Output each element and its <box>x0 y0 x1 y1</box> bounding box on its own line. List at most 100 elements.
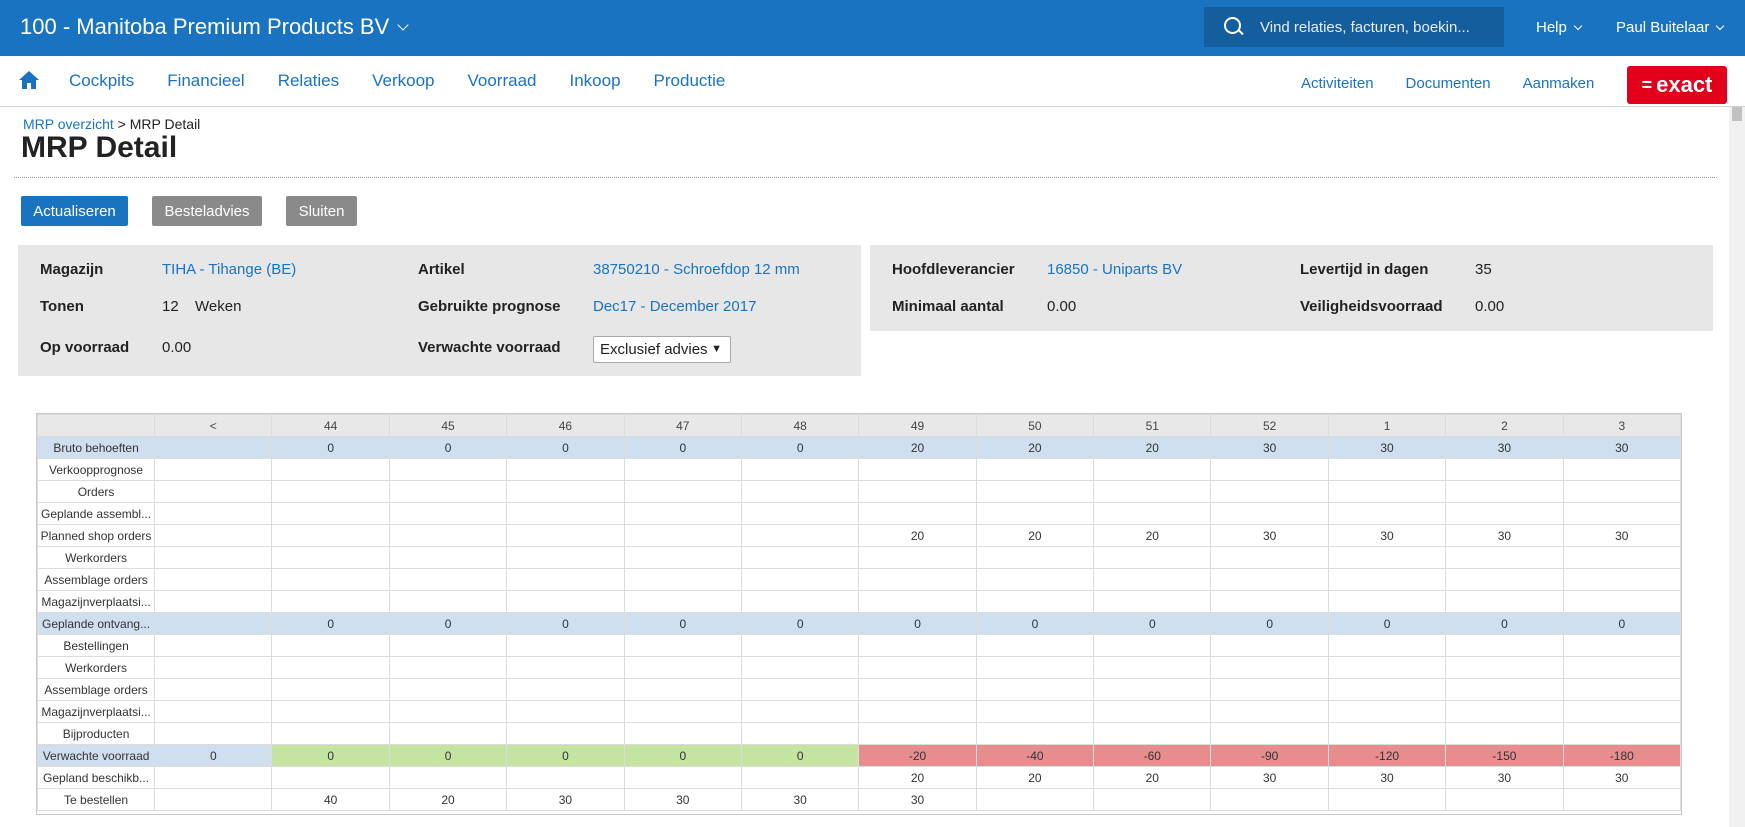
mrp-cell <box>388 480 508 503</box>
search-input[interactable] <box>1260 18 1490 36</box>
mrp-cell[interactable]: 20 <box>975 436 1095 459</box>
mrp-cell[interactable]: 20 <box>858 436 977 459</box>
nav-item-financieel[interactable]: Financieel <box>167 71 245 90</box>
mrp-cell <box>740 700 860 723</box>
mrp-cell[interactable]: -60 <box>1093 744 1212 767</box>
page-scrollbar[interactable] <box>1729 107 1745 827</box>
nav-item-productie[interactable]: Productie <box>653 71 726 90</box>
user-menu[interactable]: Paul Buitelaar <box>1616 19 1725 36</box>
mrp-cell[interactable]: 20 <box>1093 524 1212 547</box>
mrp-cell[interactable]: 30 <box>1327 524 1447 547</box>
supplier-info-panel: Hoofdleverancier 16850 - Uniparts BV Lev… <box>870 245 1713 331</box>
mrp-cell <box>740 590 860 613</box>
scrollbar-thumb[interactable] <box>1732 107 1742 121</box>
mrp-cell[interactable]: 0 <box>1445 612 1564 635</box>
nav-item-cockpits[interactable]: Cockpits <box>69 71 135 90</box>
mrp-cell[interactable]: 30 <box>1327 436 1447 459</box>
nav-item-inkoop[interactable]: Inkoop <box>569 71 621 90</box>
prognose-link[interactable]: Dec17 - December 2017 <box>593 298 757 315</box>
mrp-cell[interactable]: 0 <box>388 744 508 767</box>
nav-item-relaties[interactable]: Relaties <box>277 71 340 90</box>
nav-item-aanmaken[interactable]: Aanmaken <box>1522 75 1595 92</box>
mrp-cell[interactable]: 20 <box>388 788 508 811</box>
mrp-cell[interactable]: 0 <box>1327 612 1447 635</box>
mrp-cell[interactable]: -90 <box>1210 744 1329 767</box>
mrp-cell[interactable]: 0 <box>740 612 860 635</box>
mrp-cell[interactable]: 40 <box>271 788 390 811</box>
mrp-cell[interactable]: 0 <box>858 612 977 635</box>
mrp-cell[interactable]: 0 <box>975 612 1095 635</box>
mrp-cell[interactable]: 0 <box>1210 612 1329 635</box>
nav-item-voorraad[interactable]: Voorraad <box>467 71 537 90</box>
mrp-cell[interactable]: 20 <box>975 524 1095 547</box>
hoofdleverancier-link[interactable]: 16850 - Uniparts BV <box>1047 261 1183 278</box>
besteladvies-button[interactable]: Besteladvies <box>152 196 262 226</box>
artikel-link[interactable]: 38750210 - Schroefdop 12 mm <box>593 261 800 278</box>
mrp-cell[interactable]: -40 <box>975 744 1095 767</box>
mrp-cell[interactable]: 20 <box>975 766 1095 789</box>
period-previous-header[interactable]: < <box>154 414 273 437</box>
mrp-cell[interactable]: 20 <box>1093 766 1212 789</box>
mrp-cell[interactable]: 30 <box>1445 436 1564 459</box>
mrp-cell[interactable]: 30 <box>623 788 742 811</box>
mrp-cell[interactable]: 30 <box>1210 766 1329 789</box>
mrp-cell[interactable]: 0 <box>506 436 625 459</box>
week-header: 46 <box>506 414 625 437</box>
mrp-cell[interactable]: 0 <box>623 744 742 767</box>
mrp-cell[interactable]: 30 <box>1445 524 1564 547</box>
exact-logo: = exact <box>1627 66 1727 104</box>
mrp-cell[interactable]: 0 <box>271 744 390 767</box>
mrp-cell <box>1562 722 1682 745</box>
mrp-cell[interactable]: 0 <box>271 436 390 459</box>
mrp-cell <box>154 502 273 525</box>
mrp-cell[interactable]: -150 <box>1445 744 1564 767</box>
nav-item-documenten[interactable]: Documenten <box>1405 75 1491 92</box>
home-icon[interactable] <box>18 70 40 90</box>
mrp-cell[interactable]: 30 <box>506 788 625 811</box>
mrp-cell[interactable]: 0 <box>506 612 625 635</box>
mrp-cell[interactable]: -120 <box>1327 744 1447 767</box>
mrp-cell[interactable]: 0 <box>1562 612 1682 635</box>
help-menu[interactable]: Help <box>1536 19 1583 36</box>
chevron-down-icon <box>397 19 409 31</box>
mrp-cell[interactable]: 0 <box>740 436 860 459</box>
nav-item-activiteiten[interactable]: Activiteiten <box>1301 75 1374 92</box>
tonen-value[interactable]: 12 <box>162 298 179 315</box>
mrp-cell <box>388 766 508 789</box>
mrp-cell[interactable]: 20 <box>858 524 977 547</box>
magazijn-link[interactable]: TIHA - Tihange (BE) <box>162 261 297 278</box>
mrp-cell[interactable]: -20 <box>858 744 977 767</box>
mrp-cell[interactable]: 0 <box>740 744 860 767</box>
company-selector[interactable]: 100 - Manitoba Premium Products BV <box>20 14 409 40</box>
mrp-cell[interactable]: 0 <box>271 612 390 635</box>
mrp-cell[interactable]: 0 <box>388 436 508 459</box>
mrp-cell[interactable]: 30 <box>1327 766 1447 789</box>
actualiseren-button[interactable]: Actualiseren <box>21 196 128 226</box>
verwachte-voorraad-select[interactable]: Exclusief advies ▼ <box>593 336 731 363</box>
mrp-cell <box>1210 678 1329 701</box>
mrp-cell[interactable]: 20 <box>1093 436 1212 459</box>
mrp-cell[interactable]: 20 <box>858 766 977 789</box>
mrp-cell[interactable]: 0 <box>623 612 742 635</box>
mrp-cell[interactable]: 0 <box>154 744 273 767</box>
mrp-cell[interactable]: 30 <box>1445 766 1564 789</box>
mrp-cell <box>623 480 742 503</box>
nav-item-verkoop[interactable]: Verkoop <box>372 71 435 90</box>
mrp-cell[interactable]: 0 <box>1093 612 1212 635</box>
row-label: Assemblage orders <box>36 568 156 591</box>
mrp-cell[interactable]: 30 <box>1210 436 1329 459</box>
mrp-cell[interactable]: 30 <box>1562 524 1682 547</box>
mrp-cell[interactable]: -180 <box>1562 744 1682 767</box>
breadcrumb-mrp-overzicht[interactable]: MRP overzicht <box>23 116 114 132</box>
mrp-cell[interactable]: 30 <box>858 788 977 811</box>
mrp-cell[interactable]: 30 <box>1562 436 1682 459</box>
item-info-panel: Magazijn TIHA - Tihange (BE) Artikel 387… <box>18 245 861 376</box>
mrp-cell[interactable]: 0 <box>388 612 508 635</box>
mrp-cell[interactable]: 0 <box>506 744 625 767</box>
mrp-cell[interactable]: 30 <box>1210 524 1329 547</box>
mrp-cell[interactable]: 0 <box>623 436 742 459</box>
search-icon[interactable] <box>1224 17 1244 37</box>
mrp-cell[interactable]: 30 <box>1562 766 1682 789</box>
mrp-cell[interactable]: 30 <box>740 788 860 811</box>
sluiten-button[interactable]: Sluiten <box>286 196 357 226</box>
